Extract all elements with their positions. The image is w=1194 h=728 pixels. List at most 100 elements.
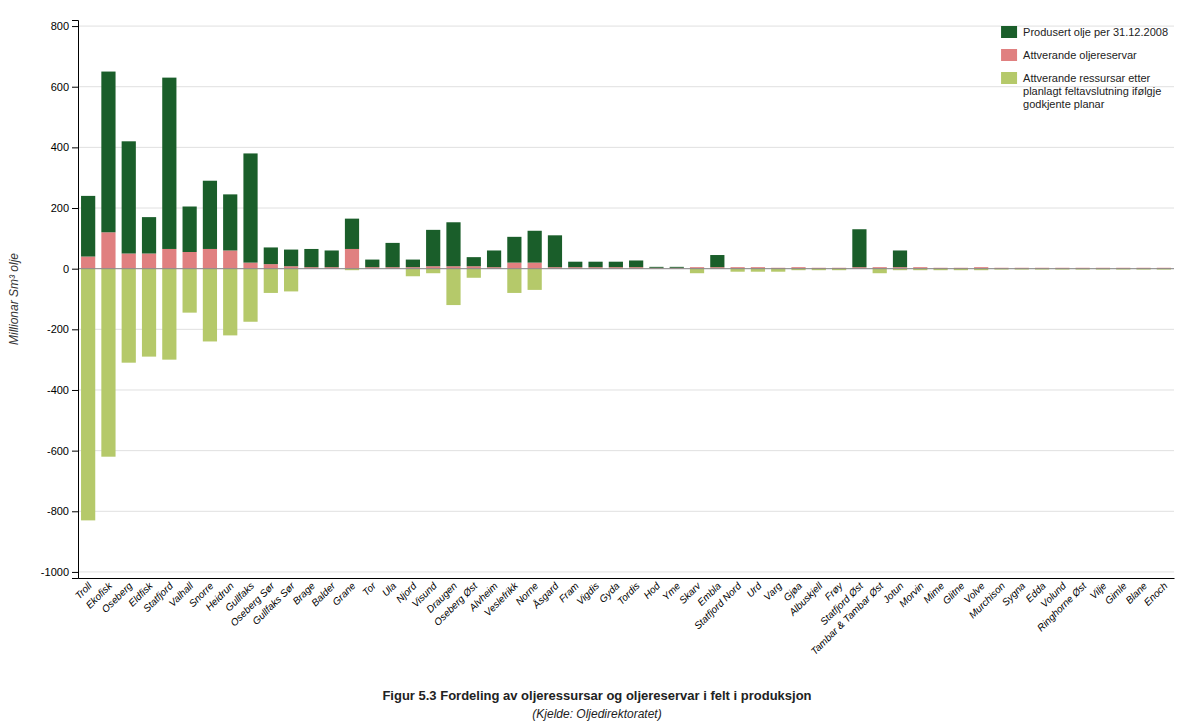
bar <box>183 269 197 313</box>
legend-swatch <box>1001 26 1017 38</box>
bar <box>101 269 115 457</box>
bar <box>893 250 907 267</box>
legend: Produsert olje per 31.12.2008 Attverande … <box>1001 26 1168 110</box>
grid-line <box>78 86 1174 87</box>
x-tick-label: Statfjord Nord <box>692 580 744 632</box>
bar <box>528 231 542 263</box>
chart: -1000 -800 -600 -400 -200 0 200 400 600 800 TrollE… <box>0 0 1194 728</box>
legend-label: Produsert olje per 31.12.2008 <box>1023 26 1168 38</box>
zero-line <box>78 268 1174 269</box>
y-tick: -600 <box>47 445 78 457</box>
bar <box>223 194 237 250</box>
bar-series <box>81 269 1171 521</box>
bar <box>203 249 217 269</box>
bar <box>162 269 176 360</box>
bar <box>81 257 95 269</box>
grid-line <box>78 571 1174 572</box>
x-tick-label: Varg <box>761 580 784 603</box>
bars <box>81 72 1171 521</box>
legend-label-line: godkjente planar <box>1023 98 1105 110</box>
x-tick-label: Tordis <box>615 580 642 607</box>
legend-label-line: Attverande oljereservar <box>1023 49 1137 61</box>
x-tick-label: Gullfaks Sør <box>250 580 297 627</box>
bar <box>446 269 460 305</box>
y-axis-title: Millionar Sm³ olje <box>7 253 21 345</box>
y-tick-label: 400 <box>51 141 69 153</box>
bar <box>264 269 278 293</box>
bar <box>223 269 237 336</box>
legend-label: Attverande oljereservar <box>1023 49 1137 61</box>
x-tick: Varg <box>761 580 784 603</box>
bar <box>426 269 440 274</box>
bar <box>81 196 95 257</box>
x-tick: Tambar & Tambar Øst <box>809 579 887 657</box>
bar <box>122 254 136 269</box>
bar <box>487 250 501 267</box>
y-tick-label: 0 <box>63 263 69 275</box>
bar <box>629 260 643 267</box>
y-tick-mark <box>72 147 78 148</box>
bar <box>406 260 420 268</box>
bar <box>142 269 156 357</box>
bar <box>507 237 521 263</box>
bar <box>528 269 542 290</box>
bar <box>873 269 887 274</box>
x-tick-label: Tor <box>360 580 378 598</box>
bar <box>548 235 562 267</box>
bar <box>446 222 460 266</box>
y-tick-label: 200 <box>51 202 69 214</box>
x-tick-label: Enoch <box>1142 580 1170 608</box>
y-tick-label: -1000 <box>41 566 69 578</box>
y-tick: 0 <box>63 263 78 275</box>
bar <box>345 219 359 249</box>
bar <box>264 264 278 269</box>
y-tick-label: -200 <box>47 323 69 335</box>
x-tick: Grane <box>330 580 358 608</box>
bar <box>142 217 156 253</box>
x-axis: TrollEkofiskOsebergEldfiskStatfjordValha… <box>73 579 1175 657</box>
y-tick: 200 <box>51 202 78 214</box>
bar <box>385 243 399 267</box>
bar <box>649 266 663 268</box>
bar <box>690 269 704 274</box>
x-tick: Albuskjell <box>786 580 825 619</box>
bar <box>426 230 440 266</box>
legend-item: Attverande oljereservar <box>1001 49 1137 61</box>
bar <box>345 249 359 269</box>
x-tick: Gullfaks Sør <box>250 580 297 627</box>
bar <box>304 249 318 267</box>
legend-swatch <box>1001 49 1017 61</box>
x-tick: Tordis <box>615 580 642 607</box>
x-tick: Sygna <box>1000 580 1028 608</box>
y-tick-mark <box>72 208 78 209</box>
bar <box>507 263 521 269</box>
bar <box>588 262 602 267</box>
x-tick: Hod <box>641 580 662 601</box>
x-tick-label: Albuskjell <box>786 580 825 619</box>
grid-line <box>78 268 1174 269</box>
y-tick: 400 <box>51 141 78 153</box>
bar <box>122 141 136 253</box>
bar <box>284 250 298 267</box>
legend-label: Attverande ressursar etterplanlagt felta… <box>1023 72 1161 110</box>
bar <box>101 232 115 268</box>
y-tick-mark <box>72 329 78 330</box>
bar <box>122 269 136 363</box>
y-tick-mark <box>72 269 78 270</box>
bar <box>162 78 176 249</box>
y-tick-label: 800 <box>51 20 69 32</box>
x-tick: Ringhorne Øst <box>1035 579 1089 633</box>
y-axis: -1000 -800 -600 -400 -200 0 200 400 600 800 <box>41 20 79 578</box>
y-tick-label: -400 <box>47 384 69 396</box>
x-axis-line <box>79 578 1175 579</box>
grid-line <box>78 329 1174 330</box>
plot: -1000 -800 -600 -400 -200 0 200 400 600 800 TrollE… <box>41 20 1175 657</box>
bar-series <box>81 72 907 268</box>
x-tick-label: Sygna <box>1000 580 1028 608</box>
x-tick: Vigdis <box>574 580 601 607</box>
bar <box>467 269 481 278</box>
y-tick-label: 600 <box>51 81 69 93</box>
bar <box>325 250 339 267</box>
y-tick: -800 <box>47 505 78 517</box>
bar <box>243 269 257 322</box>
